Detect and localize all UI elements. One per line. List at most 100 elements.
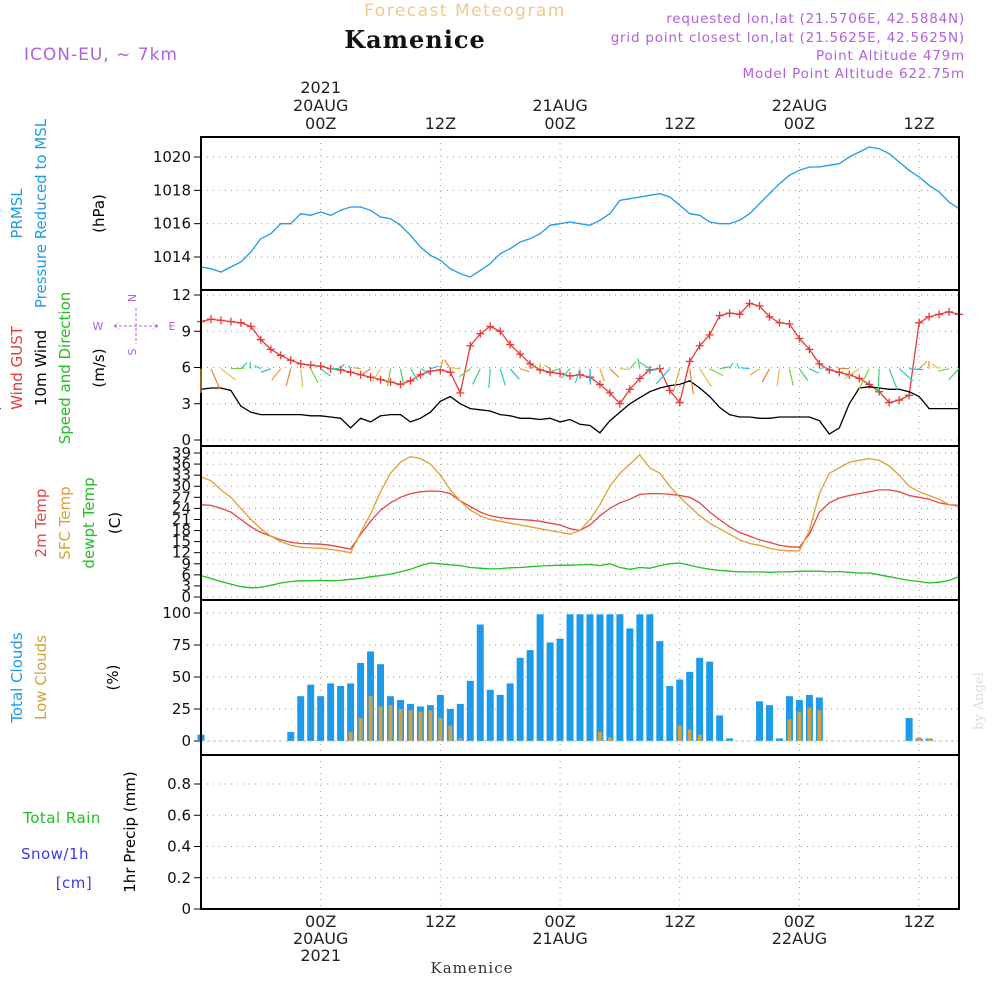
data-point (350, 206, 352, 208)
bar-low-clouds (368, 696, 373, 741)
data-point (539, 528, 541, 530)
data-point (925, 312, 934, 321)
bar-total-clouds (706, 661, 714, 741)
model-point-altitude: Model Point Altitude 622.75m (743, 66, 965, 82)
y-tick-label: 9 (181, 555, 191, 573)
bar-low-clouds (608, 737, 612, 741)
bar-total-clouds (476, 624, 484, 741)
data-point (419, 246, 422, 248)
bar-total-clouds (556, 638, 564, 741)
data-point (220, 489, 222, 491)
data-point (679, 204, 681, 206)
data-point (738, 571, 741, 573)
bar-low-clouds (787, 719, 792, 741)
data-point (206, 315, 215, 324)
data-point (928, 582, 930, 584)
data-point (466, 341, 475, 350)
data-point (340, 579, 342, 581)
data-point (778, 544, 781, 546)
wind-arrow (551, 368, 561, 372)
data-point (439, 474, 441, 476)
data-point (389, 414, 392, 416)
wind-arrow (719, 366, 730, 370)
data-point (559, 421, 561, 423)
data-point (489, 410, 491, 412)
data-point (499, 517, 501, 519)
data-point (938, 581, 940, 583)
data-point (798, 546, 801, 548)
data-point (479, 515, 481, 517)
data-point (296, 359, 305, 368)
data-point (755, 301, 764, 310)
data-point (479, 269, 481, 271)
data-point (496, 327, 505, 336)
data-point (210, 480, 212, 482)
data-point (270, 233, 272, 235)
bar-total-clouds (716, 715, 724, 741)
data-point (210, 268, 212, 270)
data-point (615, 399, 624, 408)
data-point (226, 317, 235, 326)
data-point (270, 535, 272, 537)
wind-arrow (639, 361, 651, 370)
y-axis-label: Speed and Direction (56, 292, 74, 445)
data-point (489, 568, 491, 570)
data-point (895, 396, 904, 405)
wind-arrow (240, 362, 248, 370)
data-point (489, 515, 491, 517)
wind-arrow (788, 368, 794, 386)
panel-pressure: 1014 1016 1018 1020 PRMSL Pressure Reduced to… (0, 118, 960, 308)
data-point (429, 562, 431, 564)
bar-total-clouds (516, 657, 524, 741)
panel-wind: 0 3 6 9 12 Wind GUST 10m Wind Speed and Directi… (0, 286, 963, 449)
data-point (429, 490, 431, 492)
data-point (609, 563, 611, 565)
data-point (689, 505, 691, 508)
data-point (509, 248, 511, 250)
data-point (719, 223, 721, 225)
time-tick-label-top: 22AUG (772, 96, 827, 115)
data-point (379, 491, 382, 493)
data-point (310, 415, 312, 417)
data-point (409, 421, 412, 423)
data-point (599, 432, 601, 434)
bar-low-clouds (398, 709, 403, 741)
data-point (758, 571, 761, 573)
y-tick-label: 24 (172, 499, 191, 517)
data-point (838, 497, 840, 499)
data-point (406, 376, 415, 385)
series-line-dewpt-temp (200, 562, 960, 589)
wind-arrow (249, 361, 252, 369)
data-point (768, 547, 771, 549)
data-point (459, 273, 461, 275)
wind-arrow (844, 368, 860, 380)
data-point (778, 183, 781, 185)
data-point (290, 414, 292, 416)
data-point (858, 493, 860, 495)
y-tick-label: 0.2 (167, 869, 191, 887)
data-point (569, 418, 571, 421)
time-tick-label-bottom: 21AUG (532, 929, 587, 948)
forecast-title: Forecast Meteogram (364, 1, 566, 21)
bar-total-clouds (456, 703, 464, 741)
bar-total-clouds (287, 732, 295, 741)
data-point (699, 515, 701, 517)
time-tick-label-bottom: 00Z (305, 912, 336, 931)
data-point (230, 496, 232, 498)
data-point (818, 420, 820, 422)
wind-arrow (948, 368, 960, 381)
y-tick-label: 39 (172, 444, 191, 462)
data-point (280, 414, 282, 416)
data-point (788, 550, 791, 552)
data-point (898, 474, 900, 476)
grid-point-coordinates: grid point closest lon,lat (21.5625E, 42… (611, 30, 965, 46)
data-point (230, 511, 232, 513)
data-point (758, 544, 761, 546)
data-point (559, 564, 561, 566)
data-point (539, 418, 541, 421)
data-point (306, 361, 315, 370)
compass-w: W (93, 320, 104, 333)
y-tick-label: 27 (172, 488, 191, 506)
data-point (908, 485, 910, 487)
